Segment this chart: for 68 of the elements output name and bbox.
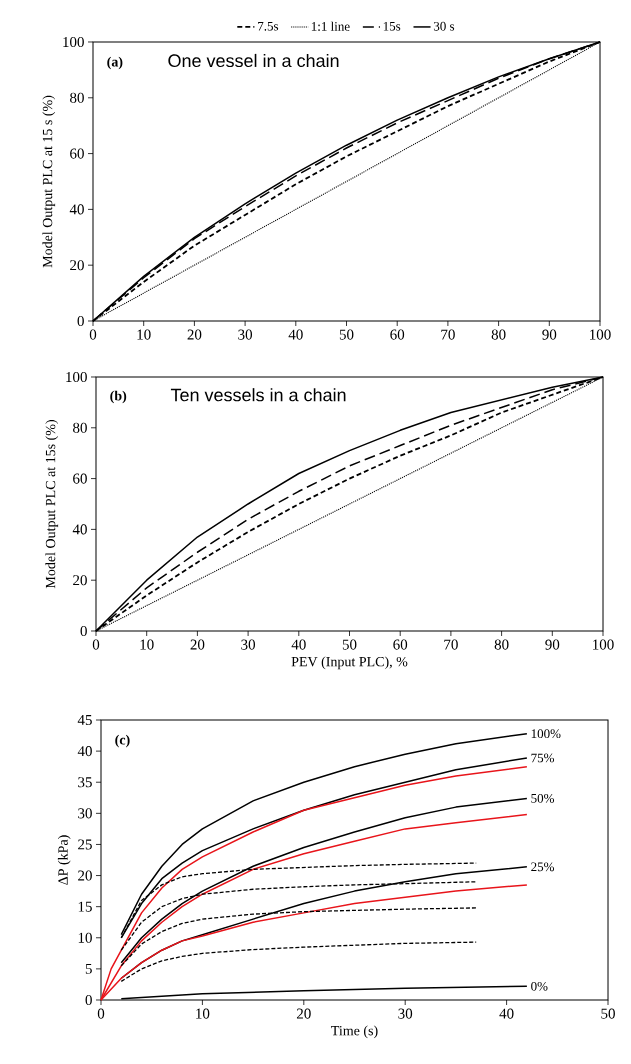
y-tick-label: 80 bbox=[70, 92, 84, 103]
legend-label: 1:1 line bbox=[311, 21, 350, 31]
y-tick-label: 40 bbox=[69, 204, 84, 215]
x-tick-label: 90 bbox=[542, 329, 557, 340]
y-tick-label: 100 bbox=[66, 371, 87, 383]
x-tick-label: 80 bbox=[494, 639, 509, 650]
x-tick-label: 50 bbox=[339, 329, 354, 340]
legend-label: 7.5s bbox=[258, 21, 279, 31]
annotation: (b) bbox=[110, 390, 127, 404]
y-tick-label: 40 bbox=[72, 524, 87, 535]
x-tick-label: 50 bbox=[342, 639, 357, 650]
x-tick-label: 40 bbox=[291, 639, 306, 650]
legend-label: 30 s bbox=[433, 21, 455, 31]
x-tick-label: 30 bbox=[398, 1008, 413, 1019]
y-tick-label: 0 bbox=[77, 315, 84, 327]
y-tick-label: 20 bbox=[73, 575, 87, 586]
x-tick-label: 0 bbox=[97, 1008, 105, 1019]
annotation: (c) bbox=[115, 734, 130, 748]
series-label: 50% bbox=[531, 794, 555, 803]
x-tick-label: 30 bbox=[241, 639, 256, 650]
y-axis-title: Model Output PLC at 15 s (%) bbox=[42, 95, 56, 268]
y-tick-label: 5 bbox=[85, 963, 92, 974]
annotation: Ten vessels in a chain bbox=[170, 388, 346, 402]
annotation: One vessel in a chain bbox=[168, 53, 339, 68]
legend-label: 15s bbox=[383, 21, 401, 31]
y-tick-label: 45 bbox=[77, 715, 92, 726]
y-tick-label: 80 bbox=[73, 422, 87, 433]
y-tick-label: 15 bbox=[78, 901, 92, 912]
y-tick-label: 60 bbox=[73, 473, 87, 484]
x-tick-label: 60 bbox=[390, 329, 405, 340]
x-axis-title: PEV (Input PLC), % bbox=[291, 656, 408, 670]
x-tick-label: 20 bbox=[296, 1008, 311, 1019]
y-tick-label: 40 bbox=[77, 746, 92, 757]
x-axis-title: Time (s) bbox=[331, 1025, 378, 1039]
x-tick-label: 90 bbox=[545, 639, 560, 650]
x-tick-label: 20 bbox=[190, 639, 205, 650]
x-tick-label: 30 bbox=[238, 329, 253, 340]
y-tick-label: 60 bbox=[70, 148, 84, 159]
series-label: 25% bbox=[531, 862, 555, 872]
x-tick-label: 10 bbox=[137, 329, 151, 340]
y-tick-label: 25 bbox=[78, 839, 92, 850]
series-label: 75% bbox=[531, 753, 555, 763]
y-tick-label: 20 bbox=[78, 870, 92, 881]
x-tick-label: 10 bbox=[140, 639, 154, 650]
x-tick-label: 50 bbox=[601, 1008, 615, 1019]
x-tick-label: 0 bbox=[92, 639, 100, 650]
x-tick-label: 20 bbox=[187, 329, 202, 340]
x-tick-label: 60 bbox=[393, 639, 408, 650]
y-tick-label: 20 bbox=[70, 260, 84, 271]
x-tick-label: 10 bbox=[196, 1008, 210, 1019]
y-axis-title: Model Output PLC at 15s (%) bbox=[45, 420, 59, 589]
x-tick-label: 40 bbox=[288, 329, 303, 340]
y-tick-label: 100 bbox=[63, 36, 84, 48]
x-tick-label: 100 bbox=[593, 639, 614, 650]
x-tick-label: 70 bbox=[444, 639, 458, 650]
y-tick-label: 10 bbox=[78, 932, 92, 943]
y-tick-label: 0 bbox=[80, 625, 87, 637]
x-tick-label: 70 bbox=[441, 329, 455, 340]
y-tick-label: 0 bbox=[85, 994, 92, 1006]
series-label: 0% bbox=[531, 981, 548, 991]
y-tick-label: 30 bbox=[78, 808, 92, 819]
y-axis-title: ΔP (kPa) bbox=[57, 835, 71, 885]
y-tick-label: 35 bbox=[78, 777, 92, 788]
x-tick-label: 100 bbox=[590, 329, 611, 340]
x-tick-label: 40 bbox=[499, 1008, 514, 1019]
annotation: (a) bbox=[107, 56, 123, 70]
x-tick-label: 80 bbox=[491, 329, 506, 340]
series-label: 100% bbox=[531, 729, 561, 739]
